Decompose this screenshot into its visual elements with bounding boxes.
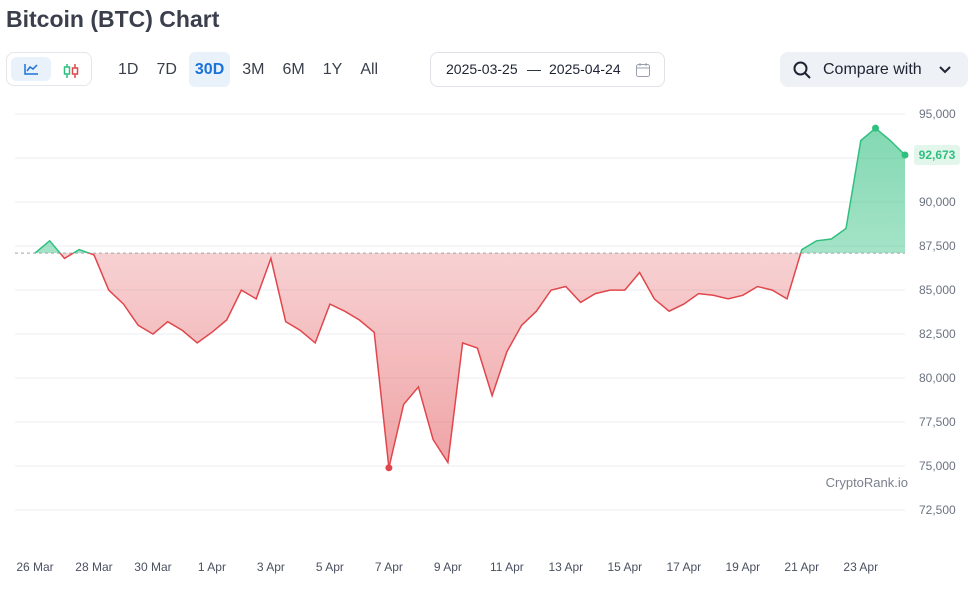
x-tick-label: 9 Apr (434, 560, 462, 574)
x-tick-label: 7 Apr (375, 560, 403, 574)
area-up (35, 128, 905, 254)
y-tick-label: 80,000 (919, 371, 956, 385)
y-tick-label: 85,000 (919, 283, 956, 297)
y-tick-label: 77,500 (919, 415, 956, 429)
line-icon (24, 64, 38, 75)
max-marker (872, 124, 880, 132)
date-separator: — (527, 61, 541, 77)
x-tick-label: 15 Apr (607, 560, 642, 574)
line-mode-button[interactable] (11, 57, 51, 81)
price-line-up (34, 127, 906, 254)
y-tick-label: 72,500 (919, 503, 956, 517)
x-tick-label: 30 Mar (134, 560, 171, 574)
chart-type-toggle (6, 52, 92, 86)
x-tick-label: 26 Mar (16, 560, 53, 574)
watermark: CryptoRank.io (826, 475, 908, 490)
x-tick-label: 21 Apr (784, 560, 819, 574)
compare-button[interactable]: Compare with (780, 52, 968, 87)
y-tick-label: 75,000 (919, 459, 956, 473)
x-tick-label: 11 Apr (490, 560, 524, 574)
y-tick-label: 95,000 (919, 107, 956, 121)
min-marker (385, 464, 393, 472)
date-from: 2025-03-25 (446, 61, 518, 77)
calendar-icon (636, 63, 650, 77)
page-title: Bitcoin (BTC) Chart (6, 6, 220, 32)
y-tick-label: 92,500 (919, 151, 956, 165)
y-tick-label: 82,500 (919, 327, 956, 341)
range-button[interactable]: 1D (118, 61, 139, 78)
last-marker (901, 151, 909, 159)
range-button[interactable]: 30D (188, 52, 231, 87)
x-tick-label: 3 Apr (257, 560, 285, 574)
value-label-box (914, 145, 960, 166)
x-tick-label: 17 Apr (666, 560, 701, 574)
search-icon (793, 61, 811, 79)
range-button[interactable]: 3M (242, 61, 265, 78)
area-down (35, 253, 905, 468)
y-tick-label: 90,000 (919, 195, 956, 209)
x-tick-label: 5 Apr (316, 560, 344, 574)
x-tick-label: 1 Apr (198, 560, 226, 574)
y-tick-label: 87,500 (919, 239, 956, 253)
range-button[interactable]: All (360, 61, 379, 78)
x-tick-label: 13 Apr (548, 560, 583, 574)
range-buttons: 1D 7D 30D 3M 6M 1Y All (112, 52, 390, 87)
value-label-text: 92,673 (919, 148, 956, 162)
price-line-down (35, 253, 802, 468)
chevron-icon (939, 66, 951, 74)
x-tick-label: 28 Mar (75, 560, 112, 574)
date-to: 2025-04-24 (549, 61, 621, 77)
x-tick-label: 19 Apr (725, 560, 760, 574)
date-range-picker[interactable]: 2025-03-25 — 2025-04-24 (430, 52, 665, 87)
candle-icon[interactable] (59, 61, 83, 81)
range-button[interactable]: 6M (282, 61, 305, 78)
value-label: 92,673 (914, 145, 960, 166)
compare-label: Compare with (823, 61, 922, 78)
range-button[interactable]: 1Y (322, 61, 343, 78)
range-button[interactable]: 7D (156, 61, 177, 78)
x-tick-label: 23 Apr (843, 560, 878, 574)
